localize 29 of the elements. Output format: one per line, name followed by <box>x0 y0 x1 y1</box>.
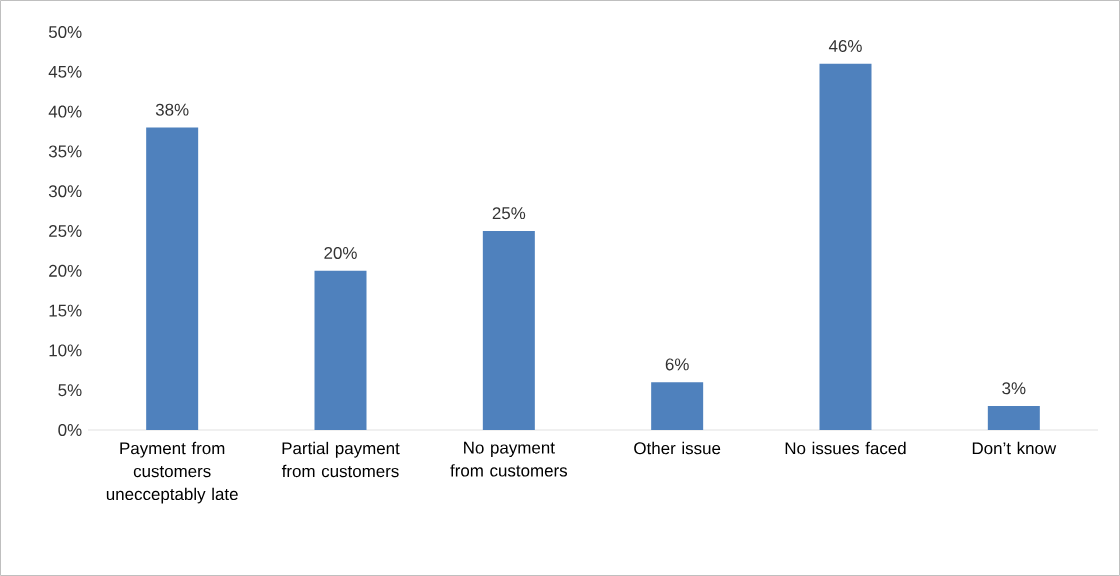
y-tick-label: 45% <box>48 65 82 78</box>
y-tick-label: 5% <box>58 384 82 397</box>
y-tick-label: 50% <box>48 26 82 38</box>
x-tick-label: No issues faced <box>785 441 906 455</box>
data-label: 46% <box>828 40 862 52</box>
y-tick-label: 10% <box>49 344 82 357</box>
y-tick-label: 40% <box>48 105 82 118</box>
data-label: 38% <box>155 103 189 116</box>
x-tick-label: Payment from customers unecceptably late <box>106 441 238 504</box>
data-label: 20% <box>324 246 357 259</box>
y-tick-label: 35% <box>48 145 82 158</box>
y-tick-label: 20% <box>49 264 82 277</box>
bar <box>314 270 367 430</box>
y-tick-label: 30% <box>48 185 82 198</box>
data-label: 6% <box>665 358 689 371</box>
bar <box>819 63 872 430</box>
x-tick-label: Other issue <box>634 441 721 455</box>
x-tick-label: Don’t know <box>972 441 1057 455</box>
bar <box>987 406 1040 430</box>
bar <box>146 127 199 430</box>
y-tick-label: 25% <box>49 225 82 237</box>
data-label: 25% <box>492 207 526 220</box>
x-tick-label: Partial payment from customers <box>281 441 400 478</box>
bar <box>482 231 535 430</box>
x-tick-label: No payment from customers <box>450 441 568 477</box>
data-label: 3% <box>1002 382 1026 395</box>
y-tick-label: 15% <box>49 304 82 317</box>
y-tick-label: 0% <box>58 424 82 436</box>
bar <box>651 382 704 430</box>
